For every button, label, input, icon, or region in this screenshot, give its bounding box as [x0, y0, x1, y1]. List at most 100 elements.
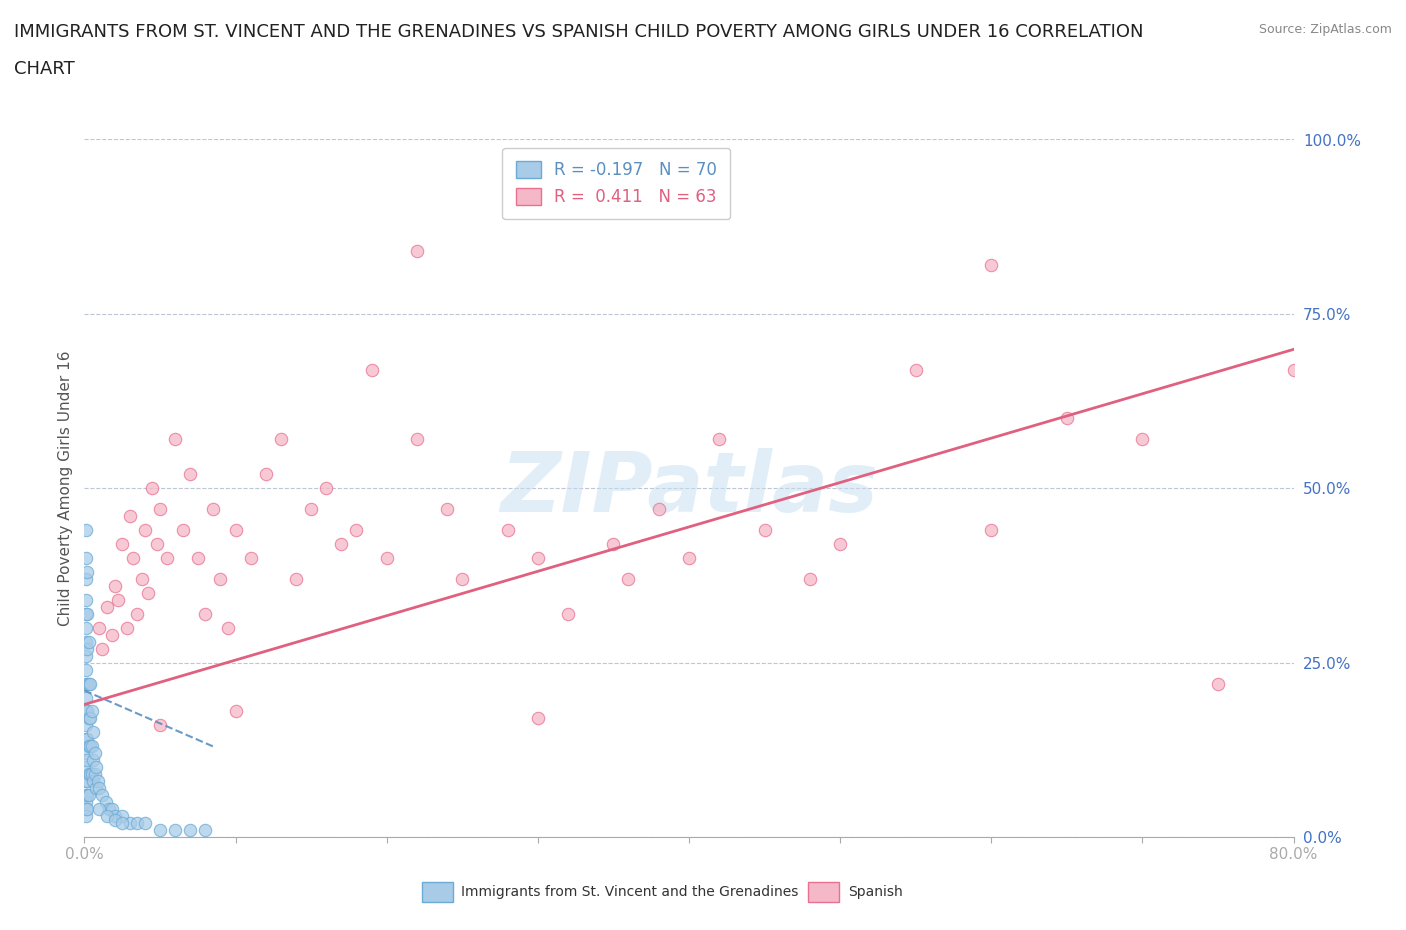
Point — [330, 537, 353, 551]
Point — [76, 753, 98, 768]
Point — [77, 788, 100, 803]
Point — [647, 502, 671, 517]
Point — [149, 718, 172, 733]
Point — [163, 432, 186, 447]
Point — [86, 760, 108, 775]
Text: IMMIGRANTS FROM ST. VINCENT AND THE GRENADINES VS SPANISH CHILD POVERTY AMONG GI: IMMIGRANTS FROM ST. VINCENT AND THE GREN… — [14, 23, 1143, 41]
Point — [315, 481, 337, 496]
Point — [209, 571, 232, 587]
Point — [75, 809, 97, 824]
Point — [127, 606, 149, 621]
Point — [127, 816, 149, 830]
Point — [179, 823, 201, 837]
Point — [87, 774, 110, 789]
Point — [79, 676, 101, 691]
Point — [77, 711, 100, 725]
Point — [89, 781, 111, 796]
Point — [76, 704, 98, 719]
Point — [104, 809, 127, 824]
Point — [149, 823, 172, 837]
Point — [557, 606, 579, 621]
Point — [118, 509, 141, 524]
Point — [1282, 362, 1305, 378]
Point — [84, 766, 107, 781]
Point — [77, 738, 100, 753]
Point — [526, 711, 548, 725]
Point — [97, 802, 120, 817]
Point — [79, 766, 101, 781]
Point — [134, 523, 156, 538]
Point — [149, 502, 172, 517]
Point — [111, 816, 134, 830]
Point — [111, 809, 134, 824]
Point — [617, 571, 640, 587]
Point — [104, 578, 127, 593]
Point — [136, 586, 159, 601]
Point — [75, 690, 97, 705]
Point — [360, 362, 382, 378]
Point — [75, 802, 97, 817]
Point — [284, 571, 308, 587]
Point — [526, 551, 548, 565]
Text: Spanish: Spanish — [848, 884, 903, 899]
Point — [94, 794, 117, 809]
Point — [77, 634, 100, 649]
Point — [75, 634, 97, 649]
Point — [678, 551, 700, 565]
Point — [1358, 690, 1381, 705]
Legend: R = -0.197   N = 70, R =  0.411   N = 63: R = -0.197 N = 70, R = 0.411 N = 63 — [502, 148, 730, 219]
Point — [141, 481, 163, 496]
Point — [75, 620, 97, 635]
Point — [179, 467, 201, 482]
Point — [77, 766, 100, 781]
Point — [602, 537, 624, 551]
Point — [194, 606, 217, 621]
Point — [82, 753, 104, 768]
Point — [82, 725, 104, 740]
Point — [451, 571, 474, 587]
Point — [75, 718, 97, 733]
Point — [131, 571, 153, 587]
Point — [496, 523, 519, 538]
Point — [76, 732, 98, 747]
Point — [225, 704, 247, 719]
Point — [436, 502, 458, 517]
Point — [96, 600, 118, 615]
Point — [75, 732, 97, 747]
Point — [75, 571, 97, 587]
Point — [75, 648, 97, 663]
Point — [75, 606, 97, 621]
Point — [270, 432, 292, 447]
Point — [75, 760, 97, 775]
Point — [75, 551, 97, 565]
Point — [80, 766, 103, 781]
Point — [80, 704, 103, 719]
Point — [75, 523, 97, 538]
Point — [406, 432, 429, 447]
Point — [75, 676, 97, 691]
Point — [76, 642, 98, 657]
Point — [225, 523, 247, 538]
Point — [172, 523, 194, 538]
Point — [79, 738, 101, 753]
Point — [111, 537, 134, 551]
Point — [91, 788, 114, 803]
Point — [799, 571, 821, 587]
Point — [82, 774, 104, 789]
Text: Immigrants from St. Vincent and the Grenadines: Immigrants from St. Vincent and the Gren… — [461, 884, 799, 899]
Point — [91, 642, 114, 657]
Point — [217, 620, 239, 635]
Point — [187, 551, 209, 565]
Point — [100, 802, 122, 817]
Point — [1056, 411, 1078, 426]
Point — [79, 711, 101, 725]
Text: ZIPatlas: ZIPatlas — [501, 447, 877, 529]
Point — [86, 781, 108, 796]
Point — [80, 738, 103, 753]
Text: Source: ZipAtlas.com: Source: ZipAtlas.com — [1258, 23, 1392, 36]
Point — [76, 565, 98, 579]
Point — [163, 823, 186, 837]
Point — [121, 551, 143, 565]
Point — [89, 802, 111, 817]
Point — [904, 362, 927, 378]
